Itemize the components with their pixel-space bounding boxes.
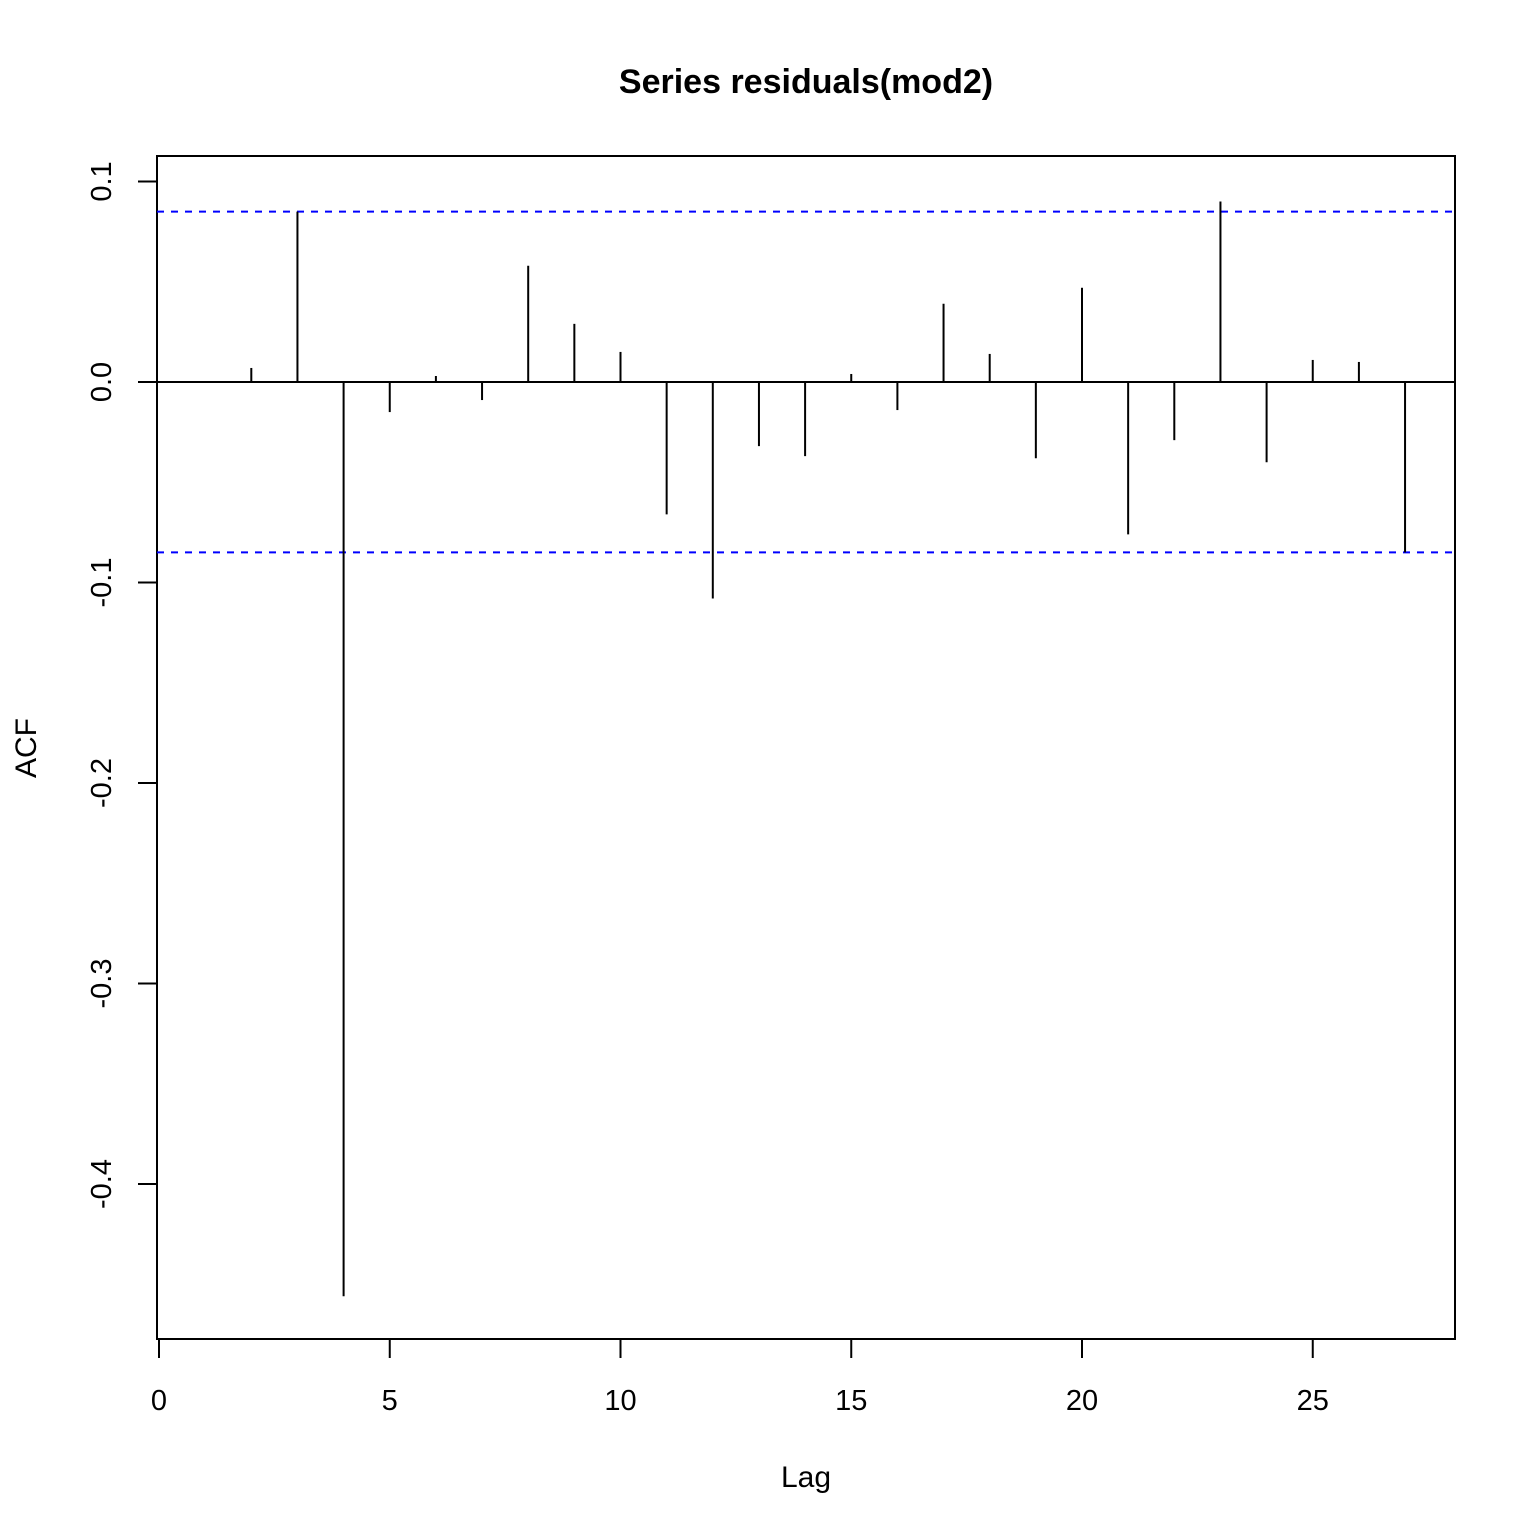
plot-frame [156, 155, 1456, 1340]
y-tick-label: -0.3 [86, 959, 118, 1009]
x-tick-label: 25 [1297, 1385, 1329, 1417]
y-tick-label: -0.1 [86, 558, 118, 608]
y-axis-label: ACF [10, 718, 43, 778]
confidence-bounds [157, 210, 1455, 554]
chart-title: Series residuals(mod2) [619, 63, 993, 101]
x-tick-label: 10 [604, 1385, 636, 1417]
x-axis: 0 5 10 15 20 25 [151, 1338, 1329, 1417]
x-tick-label: 5 [382, 1385, 398, 1417]
acf-bars [250, 201, 1407, 1297]
y-tick-label: -0.2 [86, 758, 118, 808]
x-tick-label: 20 [1066, 1385, 1098, 1417]
y-tick-label: 0.1 [86, 161, 118, 201]
x-tick-label: 15 [835, 1385, 867, 1417]
x-axis-label: Lag [781, 1461, 831, 1494]
y-axis: -0.4 -0.3 -0.2 -0.1 0.0 0.1 [86, 161, 158, 1209]
y-tick-label: -0.4 [86, 1159, 118, 1209]
x-tick-label: 0 [151, 1385, 167, 1417]
y-tick-label: 0.0 [86, 362, 118, 402]
